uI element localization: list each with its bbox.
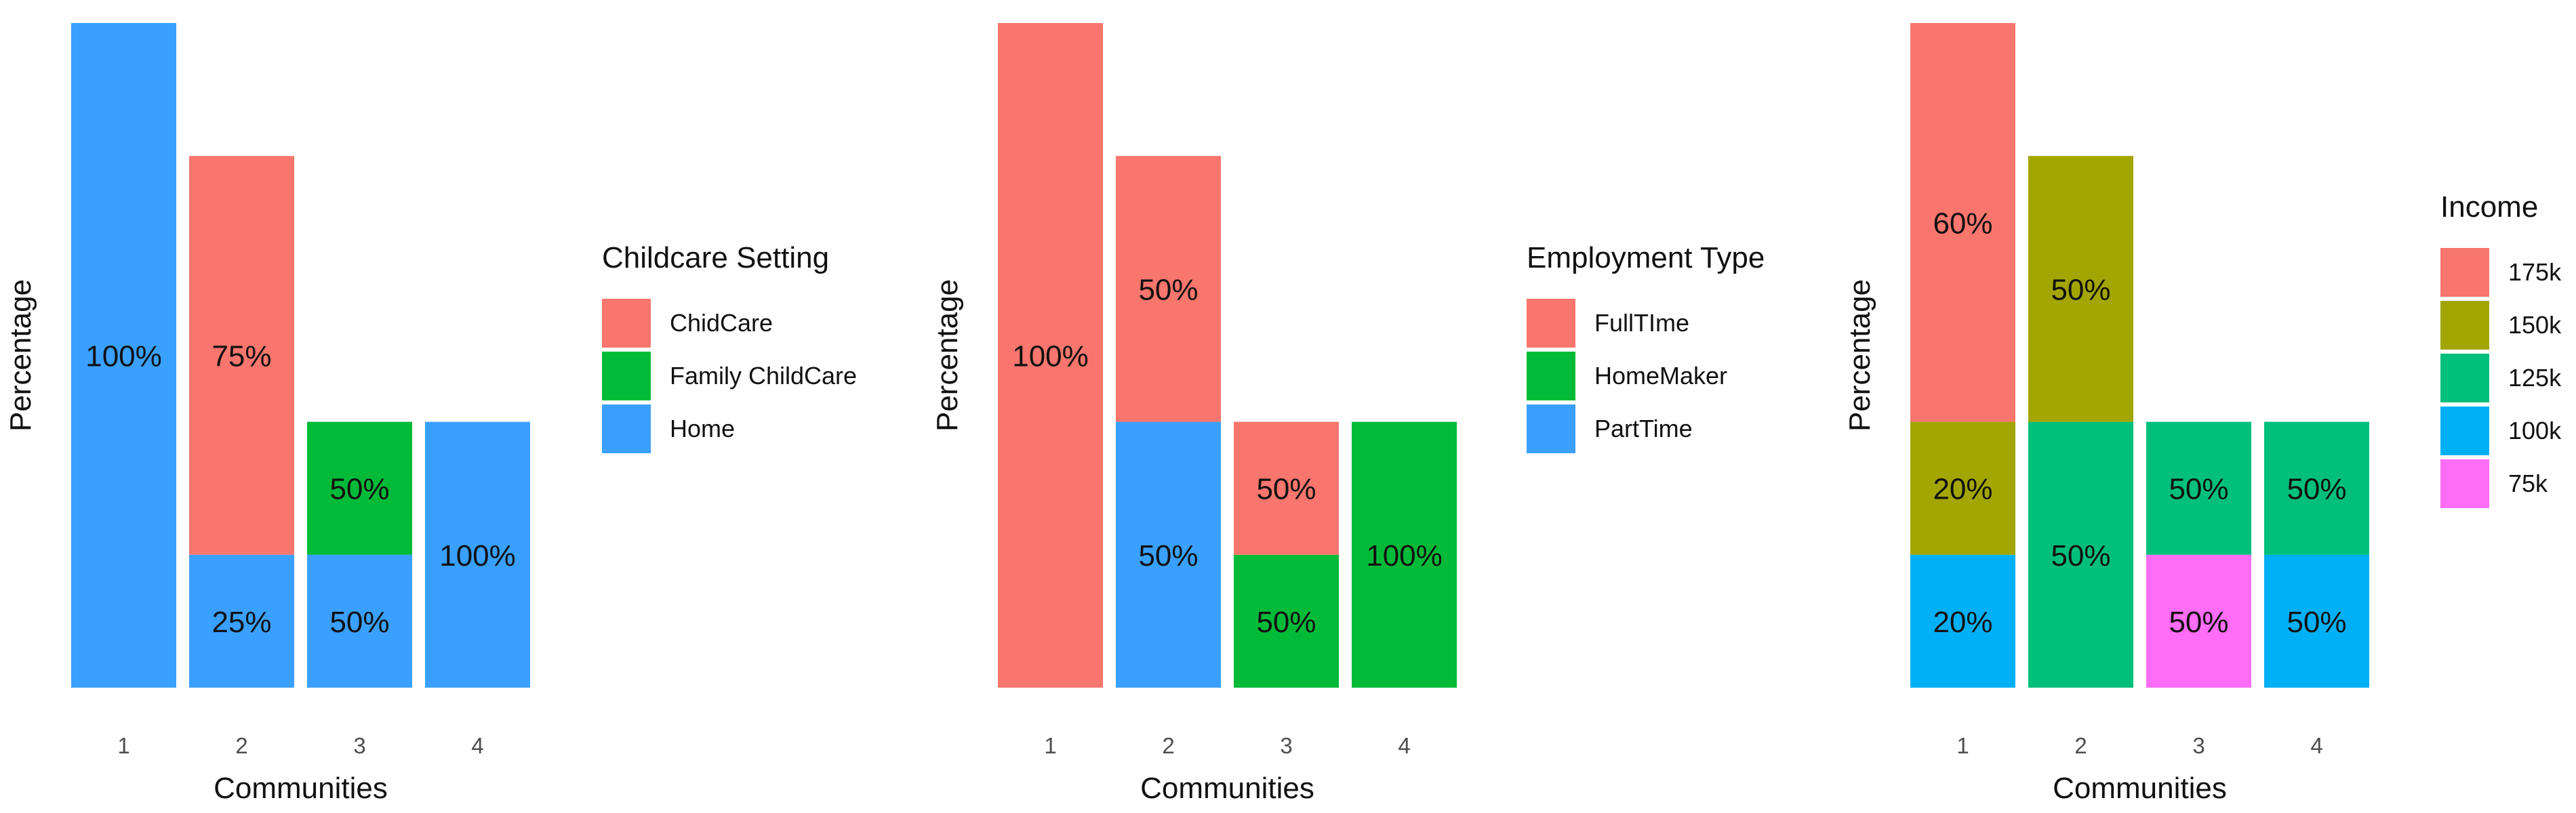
- legend-key: [1527, 352, 1575, 400]
- x-tick-label: 4: [471, 733, 483, 758]
- bar-segment: [2264, 421, 2369, 555]
- x-tick-label: 1: [1956, 733, 1969, 758]
- data-label: 50%: [2169, 606, 2228, 639]
- chart-panel-2: 50% 50% 100% 100% 50% 50% 1 2 3 4 Communities Perce…: [931, 23, 1765, 805]
- data-label: 50%: [1138, 539, 1198, 572]
- bar-segment: [1910, 554, 2015, 688]
- x-tick-label: 2: [235, 733, 247, 758]
- data-label: 25%: [212, 606, 271, 639]
- legend-key: [2440, 248, 2489, 297]
- x-tick-label: 3: [1280, 733, 1292, 758]
- data-label: 50%: [2287, 606, 2346, 639]
- bar-segment: [2146, 421, 2251, 555]
- data-label: 50%: [1138, 273, 1198, 306]
- bar-segment: [998, 23, 1103, 688]
- bar-segment: [2146, 554, 2251, 688]
- legend-label: 75k: [2508, 470, 2548, 497]
- chart-panel-3: 50% 20% 50% 50% 50% 50% 20% 50% 60% 1 2 3 4 Communiti…: [1843, 23, 2562, 805]
- data-label: 100%: [439, 539, 516, 572]
- legend-label: FullTIme: [1594, 309, 1689, 337]
- legend: Income 175k 150k 125k 100k 75k: [2440, 190, 2562, 508]
- legend: Childcare Setting ChidCare Family ChildCar…: [602, 241, 857, 453]
- x-axis-title: Communities: [1140, 772, 1314, 805]
- chart-panel-1: 100% 25% 50% 100% 50% 75% 1 2 3 4 Communities Perce…: [4, 23, 857, 805]
- data-label: 50%: [2287, 473, 2346, 506]
- legend-label: 150k: [2508, 311, 2562, 339]
- x-tick-label: 4: [2310, 733, 2322, 758]
- bar-segment: [425, 421, 530, 688]
- legend: Employment Type FullTIme HomeMaker PartTime: [1527, 241, 1765, 453]
- x-tick-label: 1: [1044, 733, 1056, 758]
- data-label: 20%: [1933, 473, 1992, 506]
- legend-label: HomeMaker: [1594, 362, 1727, 390]
- data-label: 50%: [329, 606, 389, 639]
- bar-segment: [1910, 23, 2015, 422]
- data-label: 50%: [1256, 473, 1316, 506]
- y-axis-title: Percentage: [931, 279, 964, 432]
- bar-segment: [71, 23, 176, 688]
- x-tick-label: 2: [2074, 733, 2087, 758]
- data-label: 50%: [2169, 473, 2228, 506]
- legend-title: Employment Type: [1527, 241, 1765, 274]
- legend-key: [2440, 406, 2489, 455]
- legend-key: [1527, 299, 1575, 348]
- legend-key: [602, 404, 651, 453]
- data-label: 50%: [2051, 273, 2110, 306]
- legend-key: [2440, 301, 2489, 350]
- legend-label: 100k: [2508, 417, 2562, 444]
- bar-segment: [1116, 421, 1221, 688]
- bar-segment: [2028, 156, 2133, 422]
- legend-key: [2440, 459, 2489, 508]
- data-label: 50%: [329, 473, 389, 506]
- bar-segment: [1234, 554, 1339, 688]
- legend-label: 125k: [2508, 364, 2562, 392]
- legend-key: [2440, 354, 2489, 402]
- data-label: 50%: [2051, 539, 2110, 572]
- legend-key: [1527, 404, 1575, 453]
- legend-title: Childcare Setting: [602, 241, 829, 274]
- bar-segment: [1116, 156, 1221, 422]
- legend-label: ChidCare: [670, 309, 773, 337]
- data-label: 60%: [1933, 207, 1992, 240]
- x-axis-title: Communities: [214, 772, 388, 805]
- bar-segment: [189, 156, 294, 555]
- legend-label: Home: [670, 415, 735, 442]
- data-label: 100%: [1366, 539, 1443, 572]
- x-tick-label: 2: [1162, 733, 1174, 758]
- data-label: 75%: [212, 340, 271, 373]
- bar-segment: [307, 421, 412, 555]
- legend-key: [602, 299, 651, 348]
- bar-segment: [189, 554, 294, 688]
- legend-label: 175k: [2508, 258, 2562, 286]
- bar-segment: [307, 554, 412, 688]
- data-label: 50%: [1256, 606, 1316, 639]
- bar-segment: [2264, 554, 2369, 688]
- bar-segment: [1234, 421, 1339, 555]
- legend-label: Family ChildCare: [670, 362, 857, 390]
- x-tick-label: 1: [117, 733, 129, 758]
- bar-segment: [1352, 421, 1457, 688]
- x-tick-label: 4: [1398, 733, 1410, 758]
- legend-title: Income: [2440, 190, 2538, 224]
- data-label: 100%: [85, 340, 162, 373]
- y-axis-title: Percentage: [4, 279, 37, 432]
- bar-segment: [1910, 421, 2015, 555]
- y-axis-title: Percentage: [1843, 279, 1876, 432]
- legend-label: PartTime: [1594, 415, 1693, 442]
- x-axis-title: Communities: [2053, 772, 2227, 805]
- bar-segment: [2028, 421, 2133, 688]
- data-label: 20%: [1933, 606, 1992, 639]
- legend-key: [602, 352, 651, 400]
- x-tick-label: 3: [353, 733, 365, 758]
- x-tick-label: 3: [2192, 733, 2205, 758]
- data-label: 100%: [1012, 340, 1089, 373]
